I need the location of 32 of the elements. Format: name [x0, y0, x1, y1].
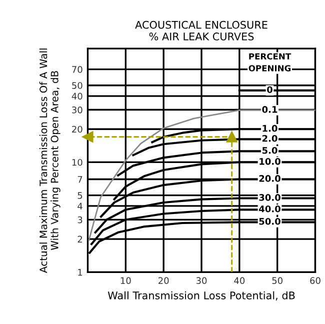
y-tick-label: 7	[78, 176, 82, 183]
y-tick-label: 2	[78, 236, 82, 242]
y-tick-label: 3	[78, 216, 82, 224]
x-tick-label: 40	[234, 277, 245, 284]
y-axis-title: Actual Maximum Transmission Loss Of A Wall With Varying Percent Open Area, dB	[39, 48, 60, 273]
series-label: 5.0	[262, 146, 278, 154]
series-label: 2.0	[262, 134, 278, 142]
x-tick-label: 20	[158, 277, 169, 284]
y-tick-label: 5	[78, 192, 82, 199]
y-tick-label: 1	[78, 269, 82, 276]
x-tick-label: 30	[196, 277, 207, 284]
y-tick-label: 4	[78, 202, 82, 210]
y-tick-label: 50	[72, 82, 82, 89]
series-label: 0	[267, 86, 272, 94]
series-label: 0.1	[262, 106, 278, 113]
series-label: 20.0	[259, 175, 280, 182]
series-label: 50.0	[259, 218, 280, 225]
chart-title: ACOUSTICAL ENCLOSURE % AIR LEAK CURVES	[135, 20, 268, 40]
x-tick-label: 50	[272, 277, 282, 284]
y-tick-label: 30	[72, 106, 82, 114]
y-tick-label: 10	[72, 158, 82, 166]
y-tick-label: 20	[72, 126, 82, 133]
series-label: 10.0	[260, 158, 280, 165]
series-label: 30.0	[259, 194, 280, 201]
legend-title: PERCENT OPENING	[248, 53, 292, 72]
x-tick-label: 10	[120, 277, 131, 284]
x-axis-title: Wall Transmission Loss Potential, dB	[108, 291, 295, 300]
series-label: 40.0	[259, 205, 280, 212]
y-tick-label: 70	[72, 66, 82, 73]
x-tick-label: 60	[310, 277, 320, 284]
series-label: 1.0	[262, 124, 278, 132]
y-tick-label: 40	[72, 92, 82, 100]
